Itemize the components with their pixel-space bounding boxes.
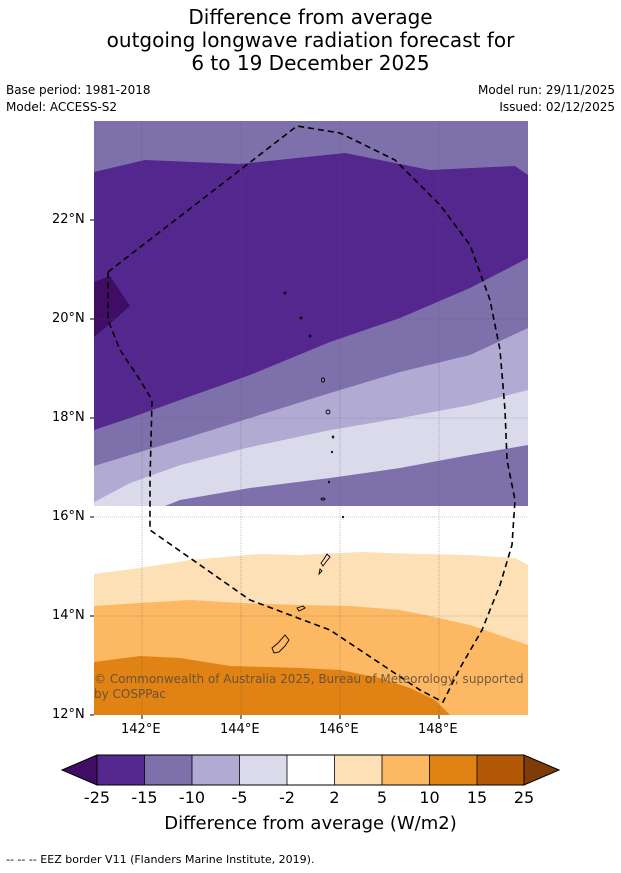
colorbar-label-2: -15 bbox=[131, 788, 158, 807]
colorbar-swatch-4 bbox=[239, 755, 287, 785]
colorbar-swatch-1 bbox=[97, 755, 145, 785]
colorbar-title: Difference from average (W/m2) bbox=[164, 813, 457, 834]
colorbar-swatch-2 bbox=[144, 755, 192, 785]
chart-title-line3: 6 to 19 December 2025 bbox=[191, 51, 430, 75]
lat-label-12n: 12°N bbox=[52, 707, 85, 722]
lon-label-148e: 148°E bbox=[418, 722, 458, 737]
colorbar-label-7: 5 bbox=[376, 788, 388, 807]
lat-label-16n: 16°N bbox=[52, 509, 85, 524]
colorbar-swatch-8 bbox=[429, 755, 477, 785]
lon-label-146e: 146°E bbox=[319, 722, 359, 737]
copyright-notice: © Commonwealth of Australia 2025, Bureau… bbox=[94, 672, 524, 701]
colorbar-swatch-7 bbox=[382, 755, 430, 785]
colorbar-label-4: -5 bbox=[231, 788, 248, 807]
island-agrihan bbox=[320, 377, 326, 383]
islands bbox=[271, 291, 345, 654]
colorbar-swatch-3 bbox=[192, 755, 240, 785]
base-period: Base period: 1981-2018 bbox=[6, 83, 151, 97]
island-farallon bbox=[283, 291, 287, 295]
lon-label-144e: 144°E bbox=[220, 722, 260, 737]
colorbar-swatch-5 bbox=[287, 755, 335, 785]
chart-title-line1: Difference from average bbox=[188, 5, 433, 29]
colorbar-swatch-6 bbox=[334, 755, 382, 785]
colorbar-label-6: 2 bbox=[329, 788, 340, 807]
eez-border bbox=[107, 125, 516, 704]
island-sarigan bbox=[327, 480, 331, 484]
band-minus25-minus15 bbox=[94, 153, 528, 430]
island-saipan bbox=[320, 553, 331, 567]
colorbar-min-extend bbox=[60, 754, 98, 786]
colorbar-label-10: 25 bbox=[513, 788, 535, 807]
colorbar-label-5: -2 bbox=[279, 788, 295, 807]
island-rota bbox=[296, 605, 306, 612]
island-maug bbox=[299, 316, 303, 320]
colorbar-swatch-9 bbox=[477, 755, 524, 785]
island-pagan bbox=[325, 409, 331, 415]
gridlines bbox=[94, 121, 528, 715]
island-alamagan bbox=[331, 435, 335, 439]
band-near-zero-upper bbox=[94, 506, 528, 534]
band-below-minus25 bbox=[94, 276, 130, 337]
island-guguan bbox=[330, 450, 334, 454]
colorbar bbox=[60, 754, 561, 786]
issued-date: Issued: 02/12/2025 bbox=[499, 100, 615, 114]
band-minus5-minus2 bbox=[94, 390, 528, 532]
lat-label-22n: 22°N bbox=[52, 212, 85, 227]
band-10-15 bbox=[94, 656, 450, 715]
model-name: Model: ACCESS-S2 bbox=[6, 100, 118, 114]
island-anatahan bbox=[320, 497, 326, 501]
colorbar-frame bbox=[96, 754, 525, 786]
chart-title-line2: outgoing longwave radiation forecast for bbox=[106, 28, 515, 52]
axis-ticks bbox=[90, 219, 440, 719]
colorbar-label-8: 10 bbox=[419, 788, 440, 807]
band-minus10-minus5 bbox=[94, 328, 528, 502]
colorbar-label-1: -25 bbox=[83, 788, 111, 807]
lat-label-20n: 20°N bbox=[52, 311, 85, 326]
island-tinian bbox=[318, 568, 323, 576]
island-farallon-medinilla bbox=[341, 515, 345, 519]
lon-label-142e: 142°E bbox=[121, 722, 161, 737]
lat-label-18n: 18°N bbox=[52, 410, 85, 425]
model-run: Model run: 29/11/2025 bbox=[477, 83, 615, 97]
island-asuncion bbox=[308, 334, 312, 338]
eez-footnote: -- -- -- EEZ border V11 (Flanders Marine… bbox=[6, 853, 315, 866]
colorbar-label-3: -10 bbox=[178, 788, 206, 807]
island-guam bbox=[271, 634, 290, 654]
lat-label-14n: 14°N bbox=[52, 608, 85, 623]
colorbar-max-extend bbox=[523, 754, 561, 786]
colorbar-label-9: 15 bbox=[466, 788, 488, 807]
